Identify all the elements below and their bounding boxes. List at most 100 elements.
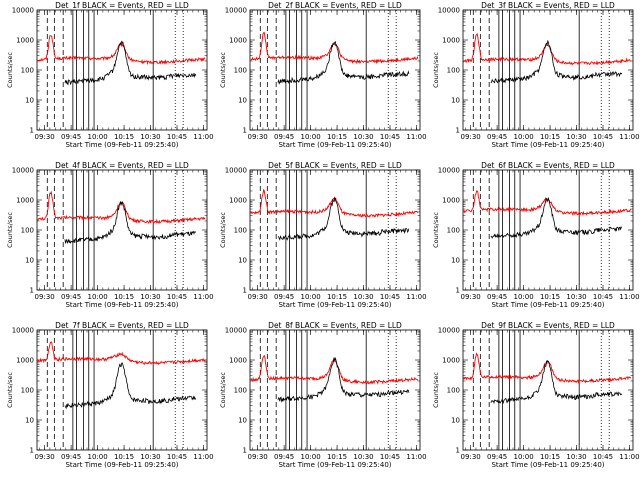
y-tick-label: 10000 — [438, 167, 460, 175]
detector-panel: Det_7f BLACK = Events, RED = LLD 1 10 100 10… — [0, 320, 214, 480]
x-tick-label: 11:00 — [406, 133, 426, 141]
events-series-line — [490, 39, 623, 84]
lld-series-line — [250, 354, 419, 385]
x-axis-label: Start Time (09-Feb-11 09:25:40) — [491, 141, 604, 149]
y-axis-label: Counts/sec — [6, 372, 14, 408]
y-tick-label: 1 — [243, 126, 247, 134]
x-tick-label: 10:30 — [140, 453, 160, 461]
detector-panel: Det_3f BLACK = Events, RED = LLD 1 10 100 10… — [426, 0, 640, 160]
events-series-line — [64, 201, 197, 244]
x-tick-label: 11:00 — [193, 133, 213, 141]
events-series-line — [64, 362, 197, 410]
y-tick-label: 100 — [447, 67, 460, 75]
detector-chart: Det_5f BLACK = Events, RED = LLD 1 10 100 10… — [219, 161, 427, 309]
y-tick-label: 1000 — [16, 37, 34, 45]
detector-chart: Det_9f BLACK = Events, RED = LLD 1 10 100 10… — [432, 321, 640, 469]
x-tick-label: 10:30 — [353, 453, 373, 461]
x-axis-label: Start Time (09-Feb-11 09:25:40) — [491, 461, 604, 469]
y-tick-label: 1000 — [229, 37, 247, 45]
y-tick-label: 10 — [25, 417, 34, 425]
events-series-line — [277, 356, 410, 403]
x-tick-label: 10:00 — [87, 293, 107, 301]
x-axis-label: Start Time (09-Feb-11 09:25:40) — [278, 141, 391, 149]
x-tick-label: 09:30 — [35, 293, 55, 301]
x-tick-label: 10:45 — [593, 293, 613, 301]
y-tick-label: 100 — [447, 387, 460, 395]
events-series-line — [277, 41, 410, 85]
events-series-line — [277, 197, 410, 241]
x-tick-label: 10:15 — [114, 453, 134, 461]
detector-panel: Det_8f BLACK = Events, RED = LLD 1 10 100 10… — [213, 320, 427, 480]
lld-series-line — [37, 190, 206, 224]
y-axis-label: Counts/sec — [432, 372, 440, 408]
x-tick-label: 09:45 — [487, 133, 507, 141]
x-tick-label: 10:45 — [167, 293, 187, 301]
y-tick-label: 1 — [30, 446, 34, 454]
x-tick-label: 10:30 — [140, 293, 160, 301]
y-tick-label: 10 — [451, 417, 460, 425]
y-tick-label: 1 — [243, 286, 247, 294]
x-tick-label: 09:30 — [248, 453, 268, 461]
x-tick-label: 10:00 — [87, 133, 107, 141]
x-tick-label: 10:45 — [380, 133, 400, 141]
x-tick-label: 10:15 — [327, 293, 347, 301]
panel-title: Det_9f BLACK = Events, RED = LLD — [481, 321, 615, 330]
events-series-line — [490, 196, 623, 239]
detector-chart: Det_3f BLACK = Events, RED = LLD 1 10 100 10… — [432, 1, 640, 149]
y-tick-label: 100 — [234, 387, 247, 395]
plot-frame — [249, 9, 421, 131]
y-tick-label: 100 — [234, 67, 247, 75]
x-tick-label: 10:45 — [380, 293, 400, 301]
x-tick-label: 09:45 — [61, 293, 81, 301]
y-tick-label: 10000 — [438, 327, 460, 335]
x-tick-label: 09:45 — [274, 293, 294, 301]
x-tick-label: 09:45 — [61, 453, 81, 461]
x-tick-label: 10:45 — [593, 133, 613, 141]
plot-frame — [249, 329, 421, 451]
detector-panel: Det_9f BLACK = Events, RED = LLD 1 10 100 10… — [426, 320, 640, 480]
x-axis-label: Start Time (09-Feb-11 09:25:40) — [65, 461, 178, 469]
x-axis-label: Start Time (09-Feb-11 09:25:40) — [65, 141, 178, 149]
lld-series-line — [463, 190, 632, 216]
y-axis-label: Counts/sec — [6, 52, 14, 88]
detector-chart: Det_7f BLACK = Events, RED = LLD 1 10 100 10… — [6, 321, 214, 469]
x-tick-label: 09:30 — [461, 133, 481, 141]
lld-series-line — [37, 35, 206, 66]
x-tick-label: 09:30 — [248, 133, 268, 141]
x-tick-label: 11:00 — [619, 133, 639, 141]
events-series-line — [490, 359, 623, 405]
x-tick-label: 10:30 — [353, 133, 373, 141]
detector-panel: Det_6f BLACK = Events, RED = LLD 1 10 100 10… — [426, 160, 640, 320]
x-tick-label: 09:30 — [461, 293, 481, 301]
lld-series-line — [463, 352, 632, 385]
x-tick-label: 10:15 — [540, 293, 560, 301]
x-tick-label: 10:00 — [513, 133, 533, 141]
x-tick-label: 10:00 — [513, 453, 533, 461]
panel-title: Det_1f BLACK = Events, RED = LLD — [55, 1, 189, 10]
x-tick-label: 09:45 — [61, 133, 81, 141]
plot-frame — [462, 329, 634, 451]
detector-chart: Det_1f BLACK = Events, RED = LLD 1 10 100 10… — [6, 1, 214, 149]
y-tick-label: 10000 — [438, 7, 460, 15]
y-tick-label: 1 — [456, 286, 460, 294]
y-tick-label: 10000 — [225, 7, 247, 15]
detector-panel: Det_1f BLACK = Events, RED = LLD 1 10 100 10… — [0, 0, 214, 160]
y-tick-label: 1 — [30, 126, 34, 134]
x-tick-label: 09:45 — [274, 133, 294, 141]
x-axis-label: Start Time (09-Feb-11 09:25:40) — [278, 301, 391, 309]
lld-series-line — [463, 32, 632, 66]
x-tick-label: 10:15 — [114, 133, 134, 141]
plot-frame — [36, 169, 208, 291]
detector-panel: Det_5f BLACK = Events, RED = LLD 1 10 100 10… — [213, 160, 427, 320]
lld-series-line — [37, 341, 206, 365]
y-tick-label: 10 — [238, 257, 247, 265]
x-tick-label: 11:00 — [406, 293, 426, 301]
x-tick-label: 10:15 — [327, 453, 347, 461]
x-tick-label: 10:30 — [566, 293, 586, 301]
y-axis-label: Counts/sec — [6, 212, 14, 248]
detector-chart: Det_8f BLACK = Events, RED = LLD 1 10 100 10… — [219, 321, 427, 469]
x-tick-label: 09:30 — [35, 453, 55, 461]
x-tick-label: 09:30 — [248, 293, 268, 301]
x-tick-label: 09:45 — [487, 293, 507, 301]
